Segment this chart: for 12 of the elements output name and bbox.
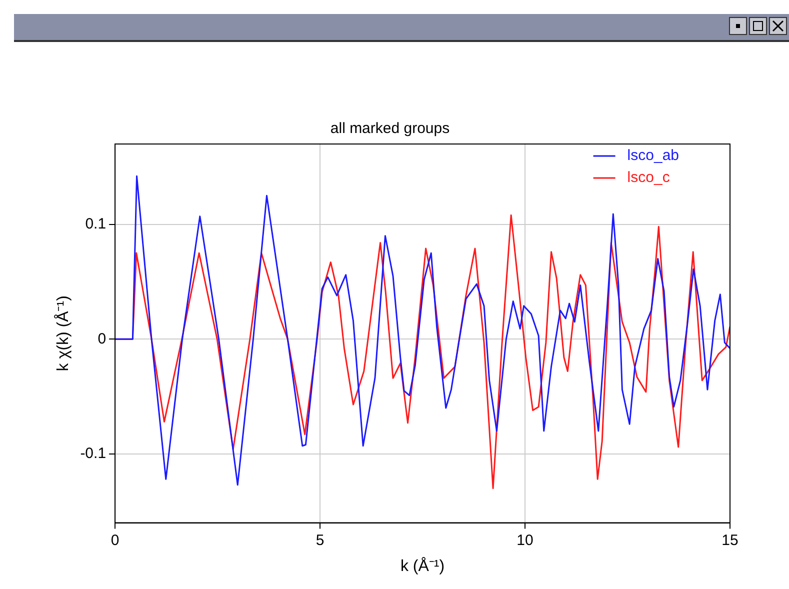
chart-title: all marked groups	[330, 120, 450, 138]
legend-label: lsco_c	[627, 169, 670, 186]
x-tick-label: 5	[316, 532, 324, 549]
legend-label: lsco_ab	[627, 147, 679, 164]
x-tick-label: 15	[722, 532, 738, 549]
x-tick-label: 0	[110, 532, 120, 549]
y-tick-label: 0.1	[85, 215, 106, 232]
x-tick-label: 10	[516, 532, 534, 549]
y-tick-label: -0.1	[80, 445, 106, 462]
y-axis-title: k χ(k) (Å⁻¹)	[54, 296, 72, 372]
y-tick-label: 0	[98, 330, 106, 348]
x-axis-title: k (Å⁻¹)	[400, 556, 445, 575]
